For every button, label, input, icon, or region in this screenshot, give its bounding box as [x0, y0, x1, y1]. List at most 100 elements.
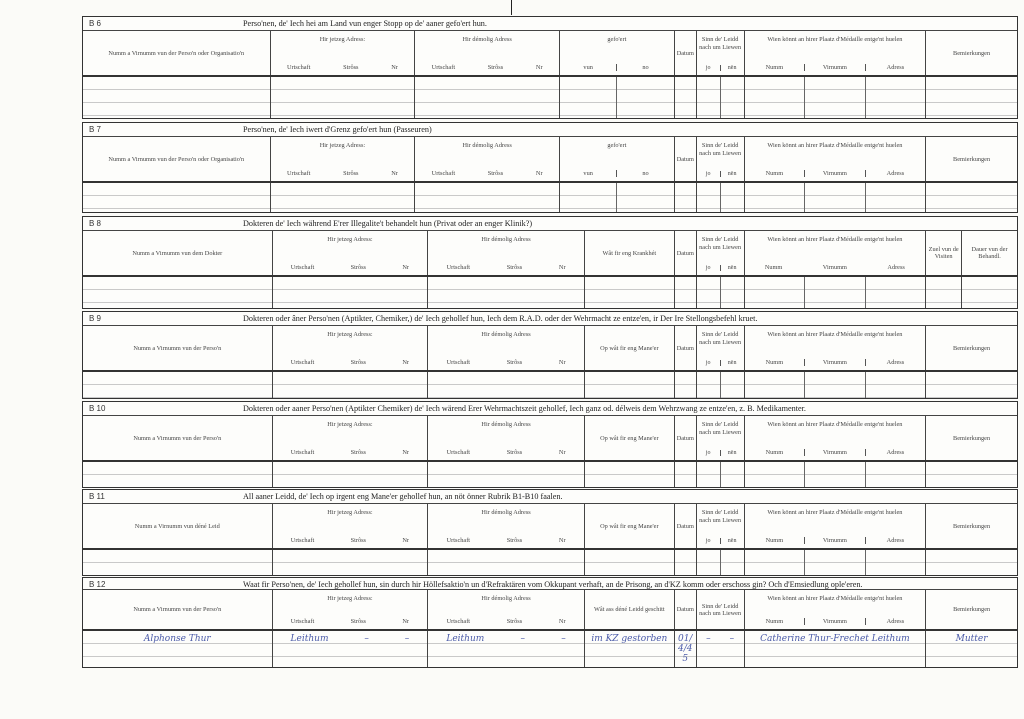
- data-cell[interactable]: 01/4/45: [674, 631, 697, 667]
- data-subcell[interactable]: [745, 183, 805, 212]
- data-subcell[interactable]: [864, 77, 926, 118]
- data-subcell[interactable]: [560, 77, 616, 118]
- data-cell[interactable]: [272, 462, 429, 487]
- data-cell[interactable]: [83, 183, 271, 212]
- data-subcell[interactable]: [719, 462, 744, 487]
- data-cell[interactable]: [926, 372, 1018, 398]
- data-cell[interactable]: Leithum – –: [428, 631, 585, 667]
- data-subcell[interactable]: [864, 277, 926, 308]
- column-header: Wien könnt an hirer Plaatz d'Médaille en…: [745, 416, 927, 460]
- data-cell[interactable]: [674, 183, 697, 212]
- data-cell[interactable]: [926, 550, 1018, 575]
- data-cell[interactable]: [696, 372, 745, 398]
- data-cell[interactable]: [83, 462, 273, 487]
- column-label: Datum: [676, 155, 694, 163]
- data-subcell[interactable]: [697, 462, 720, 487]
- data-cell[interactable]: im KZ gestorben: [584, 631, 675, 667]
- data-cell[interactable]: Catherine Thur-Frechet Leithum: [744, 631, 927, 667]
- data-subcell[interactable]: [804, 183, 865, 212]
- data-cell[interactable]: [270, 183, 416, 212]
- data-cell[interactable]: [696, 77, 745, 118]
- data-cell[interactable]: [559, 183, 675, 212]
- data-cell[interactable]: [272, 372, 429, 398]
- data-subcell[interactable]: [804, 77, 865, 118]
- column-sublabels: Urtschaft Strôss Nr: [273, 264, 428, 275]
- data-subcell[interactable]: [697, 550, 720, 575]
- data-cell[interactable]: [926, 277, 963, 308]
- data-cell[interactable]: [559, 77, 675, 118]
- data-cell[interactable]: [584, 372, 675, 398]
- data-subcell[interactable]: [804, 277, 865, 308]
- data-cell[interactable]: [83, 277, 273, 308]
- data-cell[interactable]: [696, 550, 745, 575]
- data-cell[interactable]: [83, 550, 273, 575]
- data-cell[interactable]: [428, 462, 585, 487]
- data-cell[interactable]: [83, 77, 271, 118]
- section-label: B 7: [89, 125, 102, 134]
- data-cell[interactable]: [415, 77, 560, 118]
- data-subcell[interactable]: [864, 372, 926, 398]
- data-subcell[interactable]: [745, 77, 805, 118]
- data-cell[interactable]: [696, 277, 745, 308]
- data-subcell[interactable]: [560, 183, 616, 212]
- data-subcell[interactable]: [697, 277, 720, 308]
- data-cell[interactable]: [428, 277, 585, 308]
- data-cell[interactable]: [428, 372, 585, 398]
- data-subcell[interactable]: [719, 372, 744, 398]
- column-sublabels: vun no: [560, 64, 674, 75]
- data-subcell[interactable]: [719, 183, 744, 212]
- data-subcell[interactable]: [719, 550, 744, 575]
- data-cell[interactable]: [744, 550, 927, 575]
- data-cell[interactable]: [926, 462, 1018, 487]
- data-subcell[interactable]: [697, 77, 720, 118]
- data-cell[interactable]: [415, 183, 560, 212]
- data-subcell[interactable]: [804, 550, 865, 575]
- data-cell[interactable]: [744, 183, 927, 212]
- data-cell[interactable]: [744, 462, 927, 487]
- column-header: Sinn de' Leidd nach um Liewen jo nën: [697, 504, 745, 548]
- data-cell[interactable]: [926, 77, 1017, 118]
- data-cell[interactable]: [584, 550, 675, 575]
- column-header: Wien könnt an hirer Plaatz d'Médaille en…: [745, 326, 927, 370]
- data-cell[interactable]: [674, 77, 697, 118]
- data-subcell[interactable]: [804, 462, 865, 487]
- column-header: Datum: [675, 590, 697, 629]
- data-subcell[interactable]: [697, 183, 720, 212]
- data-cell[interactable]: – –: [696, 631, 745, 667]
- data-cell[interactable]: [272, 277, 429, 308]
- data-cell[interactable]: [696, 462, 745, 487]
- data-cell[interactable]: [744, 277, 927, 308]
- data-subcell[interactable]: [745, 372, 805, 398]
- data-cell[interactable]: [744, 372, 927, 398]
- data-cell[interactable]: [674, 277, 697, 308]
- data-cell[interactable]: [674, 462, 697, 487]
- data-subcell[interactable]: [697, 372, 720, 398]
- data-cell[interactable]: [83, 372, 273, 398]
- data-subcell[interactable]: [616, 183, 673, 212]
- data-cell[interactable]: [674, 372, 697, 398]
- data-cell[interactable]: [272, 550, 429, 575]
- data-subcell[interactable]: [804, 372, 865, 398]
- data-subcell[interactable]: [616, 77, 673, 118]
- data-cell[interactable]: [744, 77, 927, 118]
- data-subcell[interactable]: [745, 550, 805, 575]
- data-cell[interactable]: [584, 277, 675, 308]
- data-subcell[interactable]: [864, 462, 926, 487]
- data-cell[interactable]: [962, 277, 1017, 308]
- data-subcell[interactable]: [864, 550, 926, 575]
- data-cell[interactable]: Leithum – –: [272, 631, 429, 667]
- data-cell[interactable]: Alphonse Thur: [83, 631, 273, 667]
- data-cell[interactable]: [270, 77, 416, 118]
- data-subcell[interactable]: [864, 183, 926, 212]
- data-cell[interactable]: [674, 550, 697, 575]
- column-header: Numm a Virnumm vun dem Dokter: [83, 231, 273, 275]
- data-subcell[interactable]: [719, 77, 744, 118]
- data-cell[interactable]: [926, 183, 1017, 212]
- data-cell[interactable]: [428, 550, 585, 575]
- data-cell[interactable]: Mutter: [926, 631, 1018, 667]
- data-cell[interactable]: [696, 183, 745, 212]
- data-subcell[interactable]: [719, 277, 744, 308]
- data-cell[interactable]: [584, 462, 675, 487]
- data-subcell[interactable]: [745, 277, 805, 308]
- data-subcell[interactable]: [745, 462, 805, 487]
